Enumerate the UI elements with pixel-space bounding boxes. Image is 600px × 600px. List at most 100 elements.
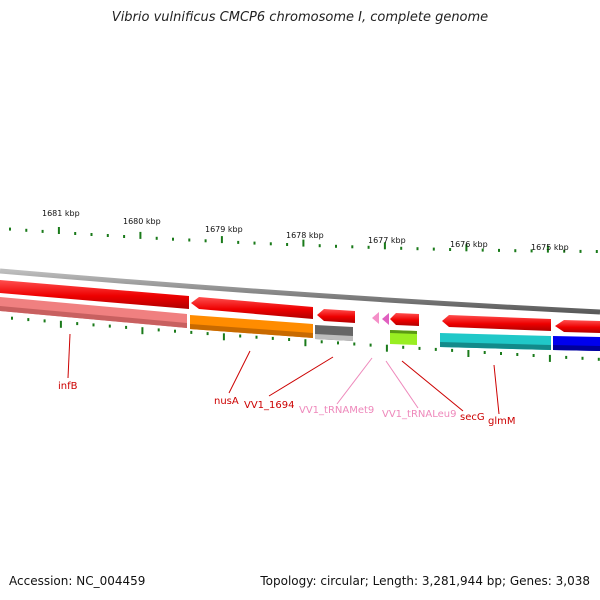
scale-tick-top	[579, 249, 582, 253]
scale-tick-bottom	[27, 318, 30, 322]
scale-tick-bottom	[108, 324, 111, 328]
gene-secG-cds[interactable]	[390, 313, 419, 326]
gene-label-VV1_1694[interactable]: VV1_1694	[244, 400, 295, 411]
scale-tick-top	[139, 231, 142, 239]
scale-tick-bottom	[92, 323, 95, 327]
scale-tick-bottom	[597, 357, 600, 361]
gene-infB-cds[interactable]	[0, 280, 189, 309]
scale-tick-top	[563, 249, 566, 253]
kbp-label-1678: 1678 kbp	[286, 231, 324, 240]
leader-glmM	[493, 364, 500, 415]
scale-tick-bottom	[483, 351, 486, 354]
scale-tick-top	[172, 237, 174, 241]
scale-tick-bottom	[304, 339, 307, 347]
leader-infB	[67, 333, 71, 379]
scale-tick-bottom	[174, 329, 176, 333]
scale-tick-bottom	[516, 353, 519, 356]
feature-glmM-band-shade	[440, 342, 551, 350]
scale-tick-top	[481, 248, 484, 252]
scale-tick-top	[302, 239, 305, 247]
scale-tick-bottom	[320, 340, 323, 344]
gene-VV1_tRNAMet9-trna[interactable]	[372, 312, 379, 324]
gene-VV1_1694-cds[interactable]	[317, 309, 355, 323]
scale-tick-bottom	[418, 346, 421, 350]
scale-tick-bottom	[11, 316, 13, 320]
scale-tick-bottom	[532, 354, 535, 357]
scale-tick-top	[318, 244, 321, 248]
scale-tick-top	[367, 245, 370, 249]
gene-glmM-cds[interactable]	[442, 315, 551, 331]
scale-tick-bottom	[451, 348, 454, 352]
scale-tick-top	[432, 247, 435, 251]
gene-nusA-cds[interactable]	[191, 297, 313, 319]
leader-VV1_tRNAMet9	[336, 357, 373, 405]
scale-tick-bottom	[157, 328, 160, 332]
backbone-ring	[0, 268, 600, 315]
scale-tick-top	[155, 236, 158, 240]
scale-tick-top	[383, 242, 386, 250]
scale-tick-bottom	[288, 338, 291, 341]
scale-tick-top	[253, 241, 256, 245]
scale-tick-bottom	[402, 345, 405, 349]
scale-tick-top	[204, 239, 207, 243]
scale-tick-bottom	[565, 355, 568, 359]
gene-label-infB[interactable]: infB	[58, 381, 78, 392]
scale-tick-top	[237, 240, 240, 244]
kbp-label-1676: 1676 kbp	[450, 240, 488, 249]
scale-tick-top	[546, 245, 549, 253]
scale-tick-top	[530, 249, 533, 253]
scale-tick-bottom	[43, 319, 46, 323]
gene-label-VV1_tRNAMet9[interactable]: VV1_tRNAMet9	[299, 405, 374, 416]
scale-tick-bottom	[76, 322, 79, 326]
scale-tick-top	[514, 249, 517, 253]
scale-tick-bottom	[206, 332, 209, 336]
scale-tick-top	[400, 246, 403, 250]
scale-ticks-bottom	[11, 316, 600, 362]
scale-tick-bottom	[369, 343, 372, 347]
gene-VV1_tRNALeu9-trna[interactable]	[382, 313, 389, 325]
scale-tick-top	[41, 229, 44, 233]
gene-next-cds[interactable]	[555, 320, 600, 333]
scale-tick-bottom	[271, 336, 274, 340]
scale-tick-top	[57, 227, 60, 234]
gene-label-VV1_tRNALeu9[interactable]: VV1_tRNALeu9	[382, 409, 456, 420]
leader-VV1_tRNALeu9	[385, 360, 419, 409]
scale-tick-top	[25, 228, 28, 232]
scale-tick-top	[286, 243, 289, 246]
scale-tick-bottom	[337, 341, 339, 345]
gene-label-glmM[interactable]: glmM	[488, 416, 516, 427]
feature-secG-band-shade	[390, 330, 417, 334]
kbp-label-1677: 1677 kbp	[368, 236, 406, 245]
scale-tick-bottom	[581, 356, 584, 360]
scale-tick-top	[106, 234, 109, 237]
leader-nusA	[228, 350, 251, 394]
scale-tick-bottom	[500, 352, 502, 355]
kbp-label-1680: 1680 kbp	[123, 217, 161, 226]
scale-tick-top	[9, 227, 11, 231]
scale-tick-top	[335, 244, 337, 248]
scale-tick-bottom	[434, 347, 437, 351]
kbp-label-1679: 1679 kbp	[205, 225, 243, 234]
accession-text: Accession: NC_004459	[9, 574, 146, 588]
feature-nusA-band-shade	[190, 324, 313, 338]
gene-label-nusA[interactable]: nusA	[214, 396, 239, 407]
scale-tick-bottom	[59, 320, 62, 328]
feature-infB-band-shade	[0, 306, 187, 328]
feature-next-band-shade	[553, 345, 600, 351]
scale-tick-bottom	[239, 334, 242, 338]
scale-tick-top	[123, 235, 126, 238]
feature-VV1_1694-band-shade	[315, 334, 353, 341]
scale-tick-top	[416, 247, 419, 251]
scale-tick-bottom	[222, 333, 225, 341]
scale-tick-bottom	[190, 330, 193, 334]
scale-tick-top	[498, 248, 500, 252]
scale-tick-bottom	[141, 327, 144, 335]
scale-tick-bottom	[548, 354, 551, 362]
topology-summary: Topology: circular; Length: 3,281,944 bp…	[260, 574, 590, 588]
gene-label-secG[interactable]: secG	[460, 412, 485, 423]
scale-tick-top	[269, 242, 272, 246]
scale-tick-bottom	[353, 342, 356, 346]
scale-tick-top	[90, 233, 93, 236]
scale-tick-top	[220, 236, 223, 244]
